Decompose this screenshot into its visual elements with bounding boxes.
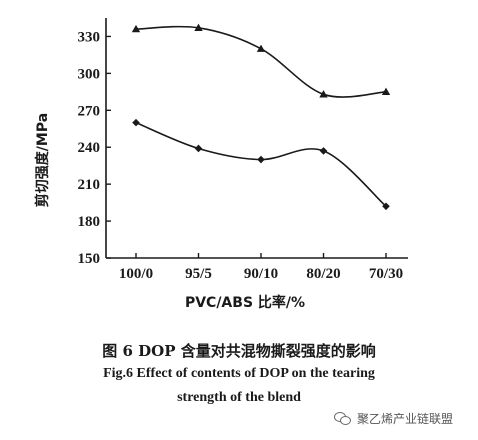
y-axis-label: 剪切强度/MPa bbox=[34, 113, 51, 207]
series-line bbox=[135, 121, 387, 207]
watermark-text: 聚乙烯产业链联盟 bbox=[357, 412, 454, 426]
watermark: 聚乙烯产业链联盟 bbox=[334, 410, 453, 427]
series-2 bbox=[132, 118, 390, 211]
data-point-triangle bbox=[256, 44, 266, 52]
y-tick-label: 210 bbox=[78, 177, 101, 193]
y-tick-label: 300 bbox=[78, 66, 101, 82]
figure-caption-english-line2: strength of the blend bbox=[177, 390, 301, 405]
data-point-diamond bbox=[194, 144, 203, 153]
data-point-triangle bbox=[131, 24, 141, 33]
data-point-triangle bbox=[194, 23, 203, 31]
data-point-diamond bbox=[257, 155, 265, 164]
y-tick-label: 150 bbox=[78, 251, 101, 267]
x-tick-label: 100/0 bbox=[119, 266, 153, 282]
data-point-diamond bbox=[132, 118, 140, 127]
wechat-icon bbox=[334, 411, 352, 426]
x-tick-label: 80/20 bbox=[306, 266, 340, 282]
data-point-triangle bbox=[319, 90, 328, 98]
plot-frame bbox=[105, 18, 408, 259]
data-point-diamond bbox=[382, 202, 390, 211]
x-tick-label: 95/5 bbox=[185, 266, 212, 282]
y-tick-label: 330 bbox=[78, 29, 101, 45]
x-axis-ticks: 100/0 95/5 90/10 80/20 70/30 bbox=[119, 253, 403, 282]
data-point-diamond bbox=[319, 147, 328, 155]
y-tick-label: 180 bbox=[78, 214, 101, 230]
y-tick-label: 270 bbox=[78, 103, 101, 119]
x-tick-label: 70/30 bbox=[369, 266, 403, 282]
x-tick-label: 90/10 bbox=[244, 266, 278, 282]
data-point-triangle bbox=[381, 87, 391, 95]
series-line bbox=[135, 25, 387, 98]
series-1 bbox=[131, 23, 391, 98]
chart: 150 180 210 240 270 300 330 100/0 95/5 90/10 80/2… bbox=[34, 18, 408, 311]
series-layer bbox=[131, 23, 391, 211]
x-axis-label: PVC/ABS 比率/% bbox=[185, 294, 305, 311]
figure-caption-chinese: 图 6 DOP 含量对共混物撕裂强度的影响 bbox=[102, 342, 376, 360]
y-tick-label: 240 bbox=[78, 140, 101, 156]
figure-caption-english-line1: Fig.6 Effect of contents of DOP on the t… bbox=[103, 366, 375, 381]
y-axis-ticks: 150 180 210 240 270 300 330 bbox=[78, 29, 111, 267]
